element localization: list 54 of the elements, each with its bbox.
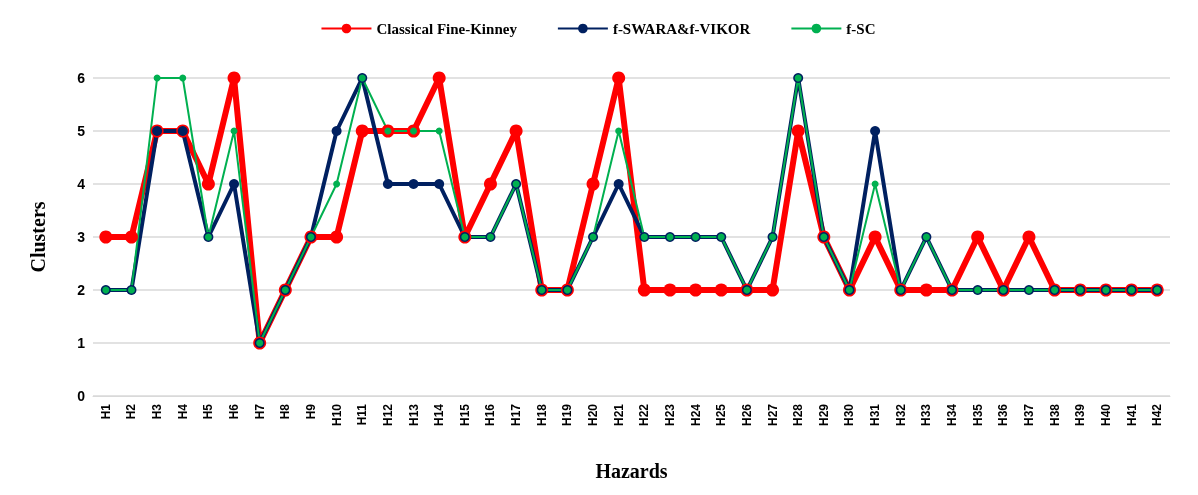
x-tick-label: H13: [406, 403, 421, 427]
x-tick-label: H22: [637, 403, 652, 427]
x-tick-label: H24: [688, 403, 703, 427]
x-tick-label: H41: [1124, 403, 1139, 427]
x-tick-label: H4: [175, 403, 190, 420]
y-tick-label: 5: [77, 123, 86, 139]
x-tick-label: H32: [893, 403, 908, 427]
x-tick-label: H37: [1021, 403, 1036, 427]
x-tick-label: H27: [765, 403, 780, 427]
x-tick-label: H38: [1047, 403, 1062, 427]
y-tick-label: 1: [77, 335, 86, 351]
x-tick-label: H26: [739, 403, 754, 427]
x-tick-label: H9: [303, 403, 318, 420]
y-tick-label: 4: [77, 176, 86, 192]
x-tick-label: H11: [355, 403, 370, 426]
x-tick-label: H23: [662, 403, 677, 427]
legend-label: Classical Fine-Kinney: [376, 20, 518, 37]
legend-label: f-SWARA&f-VIKOR: [612, 20, 751, 37]
y-tick-label: 2: [77, 282, 86, 298]
x-tick-label: H7: [252, 403, 267, 420]
x-tick-label: H34: [945, 403, 960, 427]
x-tick-label: H20: [586, 403, 601, 427]
x-tick-label: H8: [278, 403, 293, 420]
x-tick-label: H12: [380, 403, 395, 427]
x-tick-label: H5: [201, 403, 216, 420]
x-tick-label: H17: [509, 403, 524, 427]
x-tick-label: H25: [714, 403, 729, 427]
x-tick-label: H29: [816, 403, 831, 427]
x-tick-label: H39: [1073, 403, 1088, 427]
x-tick-label: H35: [970, 403, 985, 427]
y-tick-label: 6: [77, 70, 86, 86]
x-tick-label: H28: [791, 403, 806, 427]
x-tick-label: H36: [996, 403, 1011, 427]
x-tick-label: H42: [1150, 403, 1165, 427]
x-tick-label: H21: [611, 403, 626, 427]
legend-label: f-SC: [846, 20, 876, 37]
y-tick-label: 3: [77, 229, 86, 245]
x-tick-label: H30: [842, 403, 857, 427]
y-tick-label: 0: [77, 388, 86, 404]
x-tick-label: H3: [150, 403, 165, 420]
y-axis-title: Clusters: [27, 201, 49, 273]
x-tick-label: H14: [432, 403, 447, 427]
x-tick-label: H2: [124, 403, 139, 420]
x-tick-label: H15: [457, 403, 472, 427]
x-axis-title: Hazards: [595, 460, 668, 482]
x-tick-label: H16: [483, 403, 498, 427]
x-tick-label: H40: [1098, 403, 1113, 427]
x-tick-label: H18: [534, 403, 549, 427]
x-tick-label: H19: [560, 403, 575, 427]
x-tick-label: H10: [329, 403, 344, 427]
x-tick-label: H6: [227, 403, 242, 420]
x-tick-label: H31: [868, 403, 883, 427]
x-tick-label: H1: [98, 403, 113, 420]
x-tick-label: H33: [919, 403, 934, 427]
